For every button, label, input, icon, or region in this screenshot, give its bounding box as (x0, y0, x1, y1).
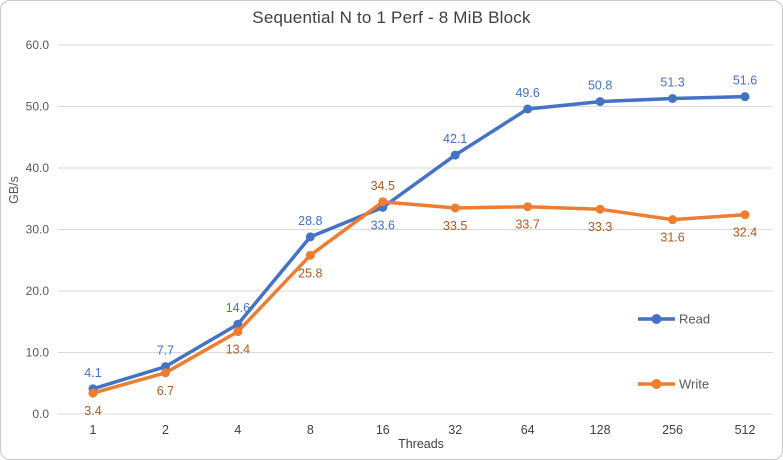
data-point-write (668, 215, 678, 225)
y-tick-label: 40.0 (26, 161, 50, 175)
y-tick-label: 10.0 (26, 346, 50, 360)
x-tick-label: 32 (448, 423, 462, 437)
legend-label-write: Write (679, 377, 709, 392)
data-label-write: 34.5 (371, 179, 395, 193)
y-tick-label: 60.0 (26, 38, 50, 52)
data-point-read (305, 232, 315, 242)
x-tick-label: 16 (376, 423, 390, 437)
legend-label-read: Read (679, 312, 710, 327)
chart-title: Sequential N to 1 Perf - 8 MiB Block (252, 8, 531, 27)
data-point-write (450, 203, 460, 213)
data-label-write: 31.6 (660, 231, 684, 245)
legend-marker-dot-write (651, 379, 662, 389)
x-tick-label: 2 (162, 423, 169, 437)
data-point-read (233, 319, 243, 329)
data-point-read (668, 94, 678, 104)
data-point-read (160, 362, 170, 372)
data-point-write (595, 204, 605, 214)
data-point-read (450, 150, 460, 160)
series-line-write (91, 200, 747, 395)
data-point-write (378, 197, 388, 207)
data-label-write: 6.7 (157, 384, 174, 398)
y-tick-label: 30.0 (26, 223, 50, 237)
x-tick-label: 8 (307, 423, 314, 437)
data-point-read (523, 104, 533, 114)
series-line-read (91, 94, 747, 391)
data-label-write: 33.7 (515, 218, 539, 232)
data-point-write (88, 388, 98, 398)
x-tick-label: 64 (521, 423, 535, 437)
data-label-read: 33.6 (371, 218, 395, 232)
data-label-write: 3.4 (84, 404, 101, 418)
data-label-write: 32.4 (733, 226, 757, 240)
data-label-read: 42.1 (443, 132, 467, 146)
y-tick-label: 20.0 (26, 284, 50, 298)
data-point-write (233, 327, 243, 337)
data-label-read: 14.6 (226, 301, 250, 315)
x-tick-label: 512 (735, 423, 756, 437)
data-label-read: 51.3 (660, 76, 684, 90)
x-tick-label: 1 (90, 423, 97, 437)
data-point-write (740, 210, 750, 220)
x-tick-label: 256 (662, 423, 683, 437)
data-point-read (740, 92, 750, 102)
y-tick-label: 50.0 (26, 100, 50, 114)
x-tick-label: 4 (234, 423, 241, 437)
data-label-read: 50.8 (588, 79, 612, 93)
x-axis-title: Threads (398, 437, 444, 451)
data-label-write: 25.8 (298, 266, 322, 280)
data-label-write: 33.3 (588, 220, 612, 234)
y-tick-label: 0.0 (32, 407, 49, 421)
data-label-read: 4.1 (84, 366, 101, 380)
data-point-read (595, 97, 605, 107)
data-label-read: 28.8 (298, 214, 322, 228)
data-label-write: 13.4 (226, 343, 250, 357)
data-label-read: 7.7 (157, 344, 174, 358)
data-label-read: 49.6 (515, 86, 539, 100)
data-label-write: 33.5 (443, 219, 467, 233)
data-point-write (305, 250, 315, 260)
data-point-write (160, 368, 170, 378)
x-tick-label: 128 (590, 423, 611, 437)
y-axis-title: GB/s (7, 176, 21, 204)
data-label-read: 51.6 (733, 74, 757, 88)
data-point-write (523, 202, 533, 212)
legend-marker-dot-read (651, 314, 662, 324)
